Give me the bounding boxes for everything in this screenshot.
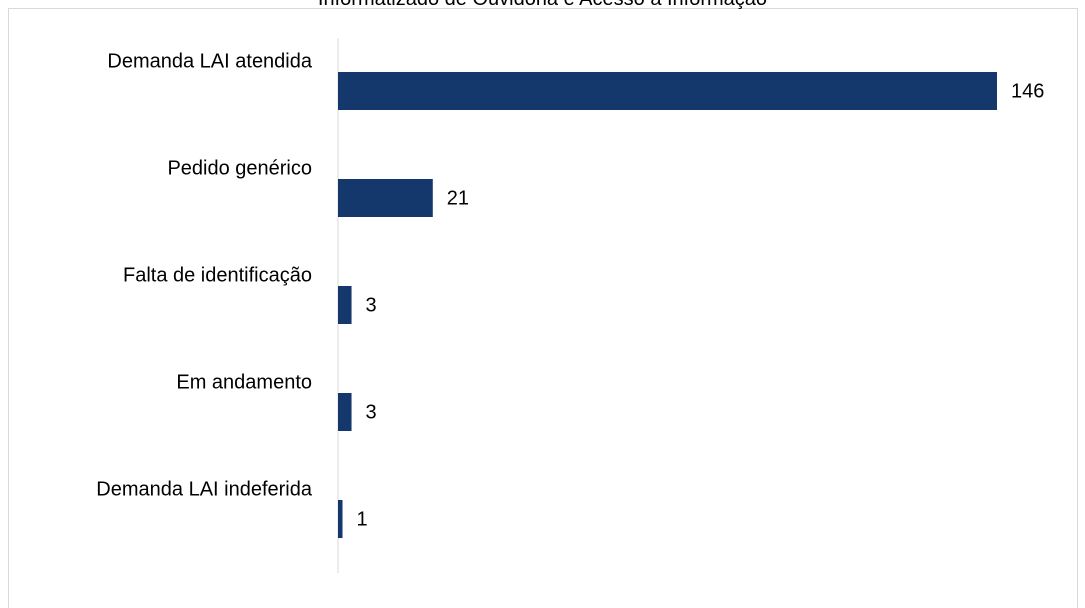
- value-label: 3: [366, 401, 377, 423]
- chart-frame: [8, 8, 1078, 608]
- bar: [338, 500, 343, 538]
- bar: [338, 72, 997, 110]
- bar: [338, 286, 352, 324]
- category-label: Demanda LAI atendida: [107, 50, 312, 72]
- value-label: 1: [357, 508, 368, 530]
- bar: [338, 393, 352, 431]
- bars-layer: Demanda LAI atendida 146 Pedido genérico 21…: [96, 50, 1044, 538]
- value-label: 146: [1011, 80, 1044, 102]
- bar-chart: Demanda LAI atendida 146 Pedido genérico 21…: [96, 38, 1044, 573]
- category-label: Falta de identificação: [123, 264, 312, 286]
- category-label: Em andamento: [176, 371, 312, 393]
- value-label: 3: [366, 294, 377, 316]
- bar: [338, 179, 433, 217]
- chart-title: Informatizado de Ouvidoria e Acesso à In…: [0, 0, 1085, 11]
- category-label: Pedido genérico: [167, 157, 312, 179]
- value-label: 21: [447, 187, 469, 209]
- category-label: Demanda LAI indeferida: [96, 478, 313, 500]
